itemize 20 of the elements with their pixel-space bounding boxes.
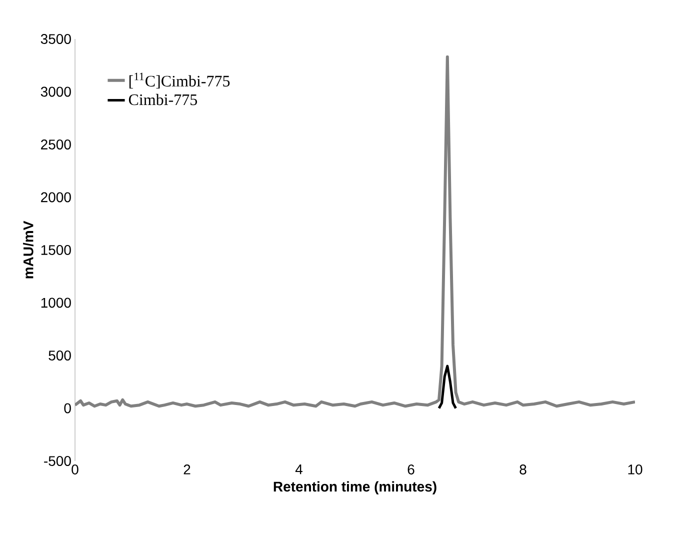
y-tick-label: 2000 (41, 192, 71, 202)
y-tick-label: 3500 (40, 34, 71, 44)
x-tick-label: 6 (408, 464, 414, 474)
line-series (438, 364, 458, 410)
x-tick-label: 4 (295, 464, 302, 474)
y-tick-label: 3000 (40, 86, 71, 97)
y-tick-label: -500 (44, 456, 71, 466)
y-tick-label: 1500 (41, 245, 71, 255)
x-tick-label: 10 (628, 464, 642, 474)
y-tick-label: 2500 (41, 140, 71, 150)
x-tick-label: 0 (72, 464, 78, 474)
x-axis-title: Retention time (minutes) (274, 481, 436, 494)
y-tick-label: 1000 (41, 298, 71, 308)
x-tick-label: 2 (184, 464, 190, 474)
legend-label: Cimbi-775 (128, 94, 197, 106)
y-axis-title: mAU/mV (23, 220, 34, 278)
y-tick-label: 0 (64, 403, 71, 414)
x-tick-label: 8 (520, 464, 526, 474)
y-tick-label: 500 (48, 350, 71, 360)
legend-label: [$^{11}$C]Cimbi-775 (129, 72, 230, 89)
